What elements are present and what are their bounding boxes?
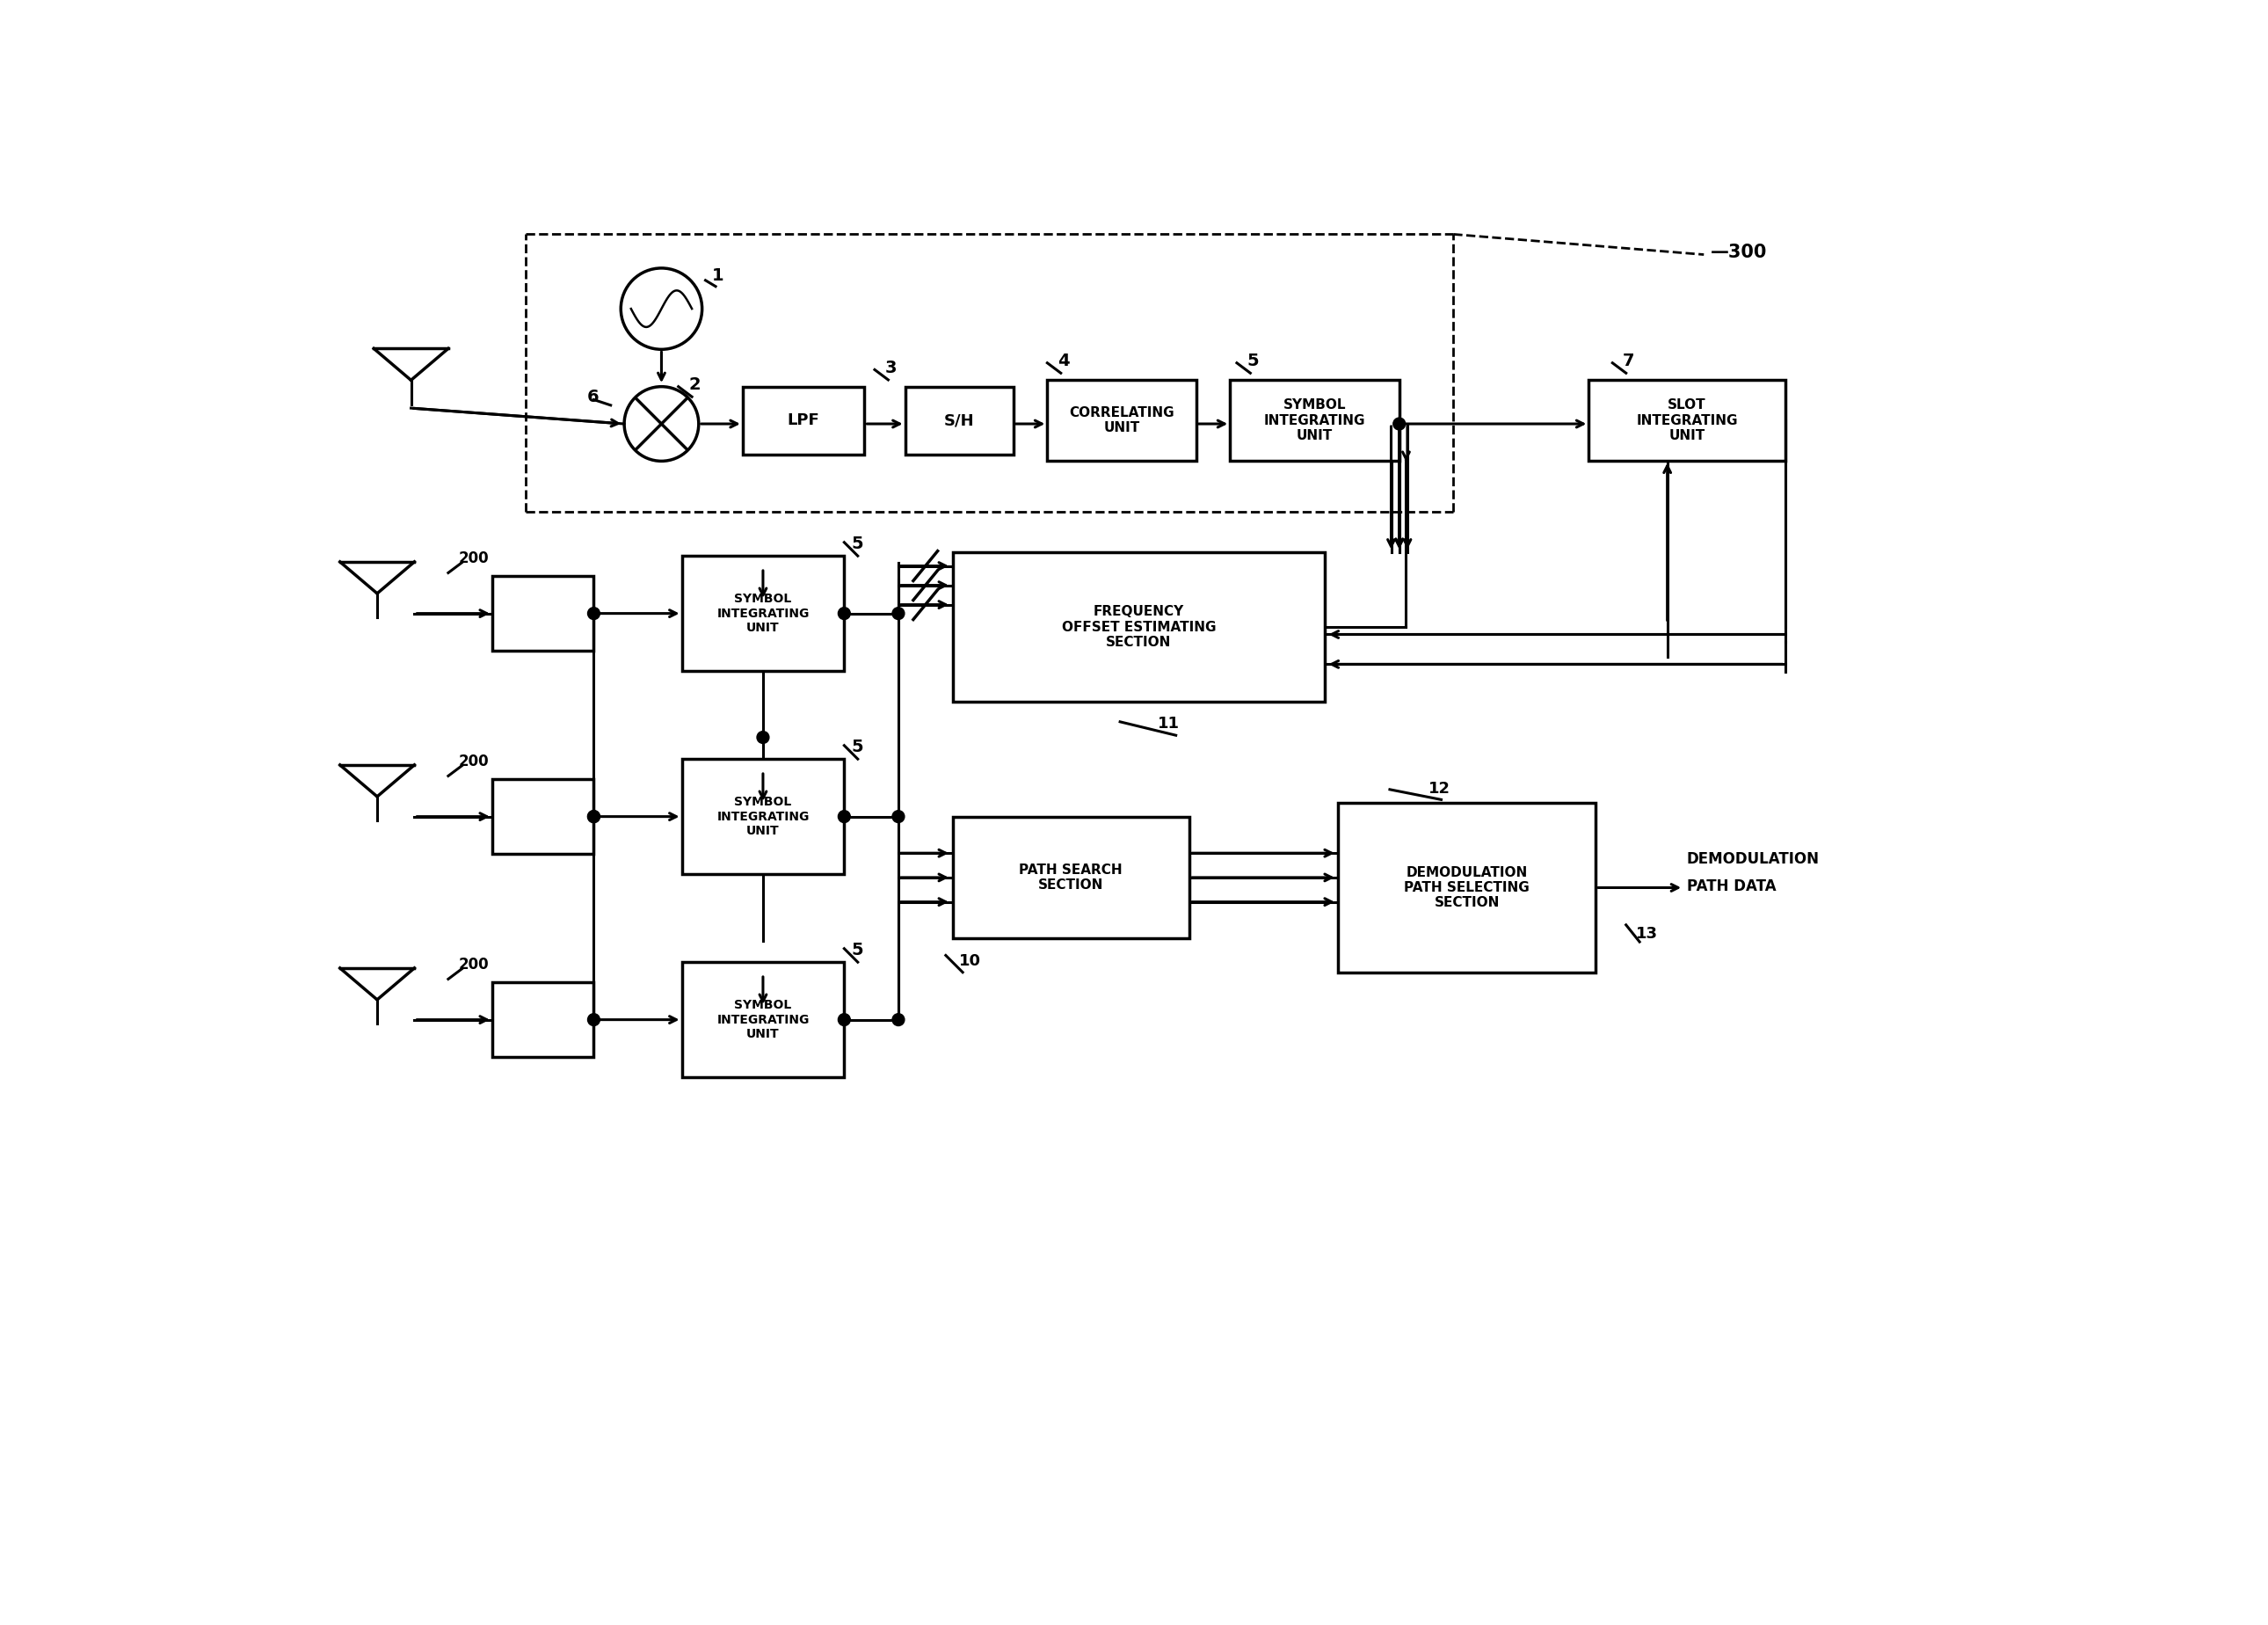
Text: 12: 12 bbox=[1429, 780, 1449, 796]
Circle shape bbox=[891, 811, 905, 822]
Text: 200: 200 bbox=[458, 957, 490, 972]
Text: SYMBOL
INTEGRATING
UNIT: SYMBOL INTEGRATING UNIT bbox=[717, 593, 810, 634]
Circle shape bbox=[839, 1014, 850, 1025]
Text: SLOT
INTEGRATING
UNIT: SLOT INTEGRATING UNIT bbox=[1635, 398, 1737, 442]
Text: 5: 5 bbox=[850, 942, 862, 959]
Circle shape bbox=[839, 608, 850, 619]
Circle shape bbox=[758, 731, 769, 744]
Text: SYMBOL
INTEGRATING
UNIT: SYMBOL INTEGRATING UNIT bbox=[1263, 398, 1365, 442]
FancyBboxPatch shape bbox=[1048, 380, 1195, 462]
Text: 5: 5 bbox=[850, 536, 862, 552]
Circle shape bbox=[587, 811, 599, 822]
FancyBboxPatch shape bbox=[953, 816, 1188, 939]
FancyBboxPatch shape bbox=[492, 780, 594, 853]
Text: 4: 4 bbox=[1057, 353, 1070, 371]
Text: 200: 200 bbox=[458, 551, 490, 566]
FancyBboxPatch shape bbox=[683, 962, 844, 1077]
Text: 5: 5 bbox=[850, 739, 862, 756]
FancyBboxPatch shape bbox=[905, 387, 1014, 455]
Circle shape bbox=[891, 1014, 905, 1025]
FancyBboxPatch shape bbox=[1338, 803, 1597, 972]
FancyBboxPatch shape bbox=[742, 387, 864, 455]
Text: 2: 2 bbox=[689, 377, 701, 393]
Text: DEMODULATION: DEMODULATION bbox=[1687, 852, 1819, 868]
Text: 3: 3 bbox=[885, 359, 896, 377]
Text: 200: 200 bbox=[458, 754, 490, 769]
Text: PATH SEARCH
SECTION: PATH SEARCH SECTION bbox=[1018, 863, 1123, 892]
FancyBboxPatch shape bbox=[683, 556, 844, 671]
Text: SYMBOL
INTEGRATING
UNIT: SYMBOL INTEGRATING UNIT bbox=[717, 999, 810, 1040]
Circle shape bbox=[1393, 418, 1406, 431]
Text: —300: —300 bbox=[1710, 244, 1767, 262]
FancyBboxPatch shape bbox=[492, 983, 594, 1056]
Circle shape bbox=[587, 811, 599, 822]
Circle shape bbox=[587, 608, 599, 619]
Text: 11: 11 bbox=[1157, 717, 1179, 731]
Text: LPF: LPF bbox=[787, 413, 819, 429]
Text: 1: 1 bbox=[712, 268, 723, 284]
Circle shape bbox=[891, 608, 905, 619]
Circle shape bbox=[587, 1014, 599, 1025]
Text: CORRELATING
UNIT: CORRELATING UNIT bbox=[1068, 406, 1175, 436]
FancyBboxPatch shape bbox=[683, 759, 844, 874]
Text: 6: 6 bbox=[587, 388, 599, 405]
FancyBboxPatch shape bbox=[1229, 380, 1399, 462]
FancyBboxPatch shape bbox=[1590, 380, 1785, 462]
Text: 10: 10 bbox=[959, 954, 982, 968]
Text: 5: 5 bbox=[1247, 353, 1259, 371]
Circle shape bbox=[839, 811, 850, 822]
Text: 13: 13 bbox=[1635, 926, 1658, 942]
Text: SYMBOL
INTEGRATING
UNIT: SYMBOL INTEGRATING UNIT bbox=[717, 796, 810, 837]
Text: 7: 7 bbox=[1622, 353, 1635, 371]
FancyBboxPatch shape bbox=[492, 577, 594, 650]
FancyBboxPatch shape bbox=[953, 552, 1325, 702]
Text: FREQUENCY
OFFSET ESTIMATING
SECTION: FREQUENCY OFFSET ESTIMATING SECTION bbox=[1061, 604, 1216, 648]
Text: DEMODULATION
PATH SELECTING
SECTION: DEMODULATION PATH SELECTING SECTION bbox=[1404, 866, 1529, 910]
Text: PATH DATA: PATH DATA bbox=[1687, 879, 1776, 894]
Text: S/H: S/H bbox=[943, 413, 975, 429]
